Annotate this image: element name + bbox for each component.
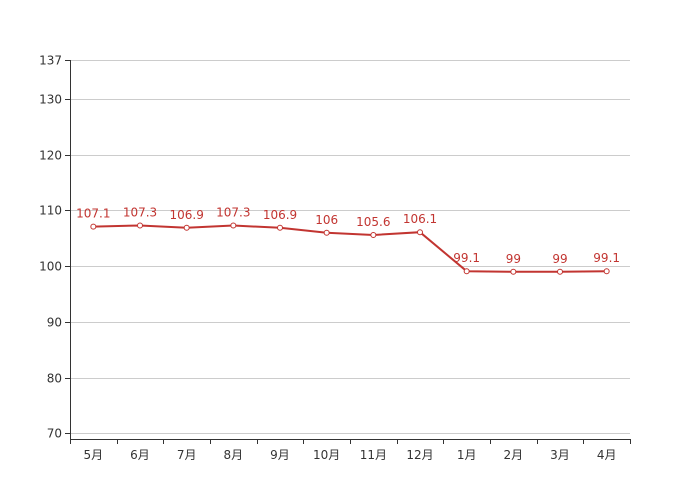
data-label: 107.3: [216, 206, 250, 220]
data-label: 99.1: [593, 251, 620, 265]
gridlines: [70, 60, 630, 434]
x-tick-label: 10月: [313, 448, 340, 462]
data-point: [370, 232, 377, 239]
data-label: 99.1: [453, 251, 480, 265]
data-point: [90, 223, 97, 230]
y-tick-label: 70: [47, 427, 62, 441]
data-point: [183, 224, 190, 231]
data-point: [603, 268, 610, 275]
y-tick-label: 90: [47, 316, 62, 330]
data-point: [510, 268, 517, 275]
series: [90, 222, 610, 275]
x-tick-label: 5月: [84, 448, 104, 462]
x-tick-label: 11月: [360, 448, 387, 462]
y-tick-label: 100: [39, 260, 62, 274]
y-tick-label: 130: [39, 93, 62, 107]
data-label: 107.1: [76, 207, 110, 221]
data-labels: 107.1 107.3 106.9 107.3 106.9 106 105.6 106.1 99…: [76, 206, 620, 266]
y-tick-label: 137: [39, 54, 62, 68]
x-tick-label: 7月: [177, 448, 197, 462]
data-point: [277, 224, 283, 231]
y-axis-ticks: 70 80 90 100 110 120 130 137: [39, 54, 70, 441]
y-tick-label: 80: [47, 372, 62, 386]
axes: [70, 60, 630, 440]
x-tick-label: 9月: [270, 448, 290, 462]
data-label: 106: [315, 213, 338, 227]
data-label: 106.9: [169, 208, 203, 222]
data-point: [323, 229, 330, 236]
data-label: 106.9: [263, 208, 297, 222]
y-tick-label: 120: [39, 149, 62, 163]
data-point: [557, 268, 563, 275]
data-point: [230, 222, 237, 229]
data-label: 105.6: [356, 215, 390, 229]
data-point: [137, 222, 143, 229]
data-label: 99: [506, 252, 521, 266]
x-tick-label: 1月: [457, 448, 477, 462]
x-tick-label: 4月: [597, 448, 617, 462]
x-tick-label: 6月: [130, 448, 150, 462]
data-point: [417, 229, 423, 236]
series-line: [93, 224, 607, 273]
x-tick-label: 8月: [224, 448, 244, 462]
x-tick-label: 2月: [504, 448, 524, 462]
y-tick-label: 110: [39, 204, 62, 218]
x-axis-ticks: 5月 6月 7月 8月 9月 10月 11月 12月 1月 2月 3月 4月: [70, 439, 631, 462]
data-label: 106.1: [403, 212, 437, 226]
data-point: [463, 268, 470, 275]
data-label: 99: [552, 252, 567, 266]
x-tick-label: 3月: [550, 448, 570, 462]
data-label: 107.3: [123, 206, 157, 220]
x-tick-label: 12月: [406, 448, 433, 462]
